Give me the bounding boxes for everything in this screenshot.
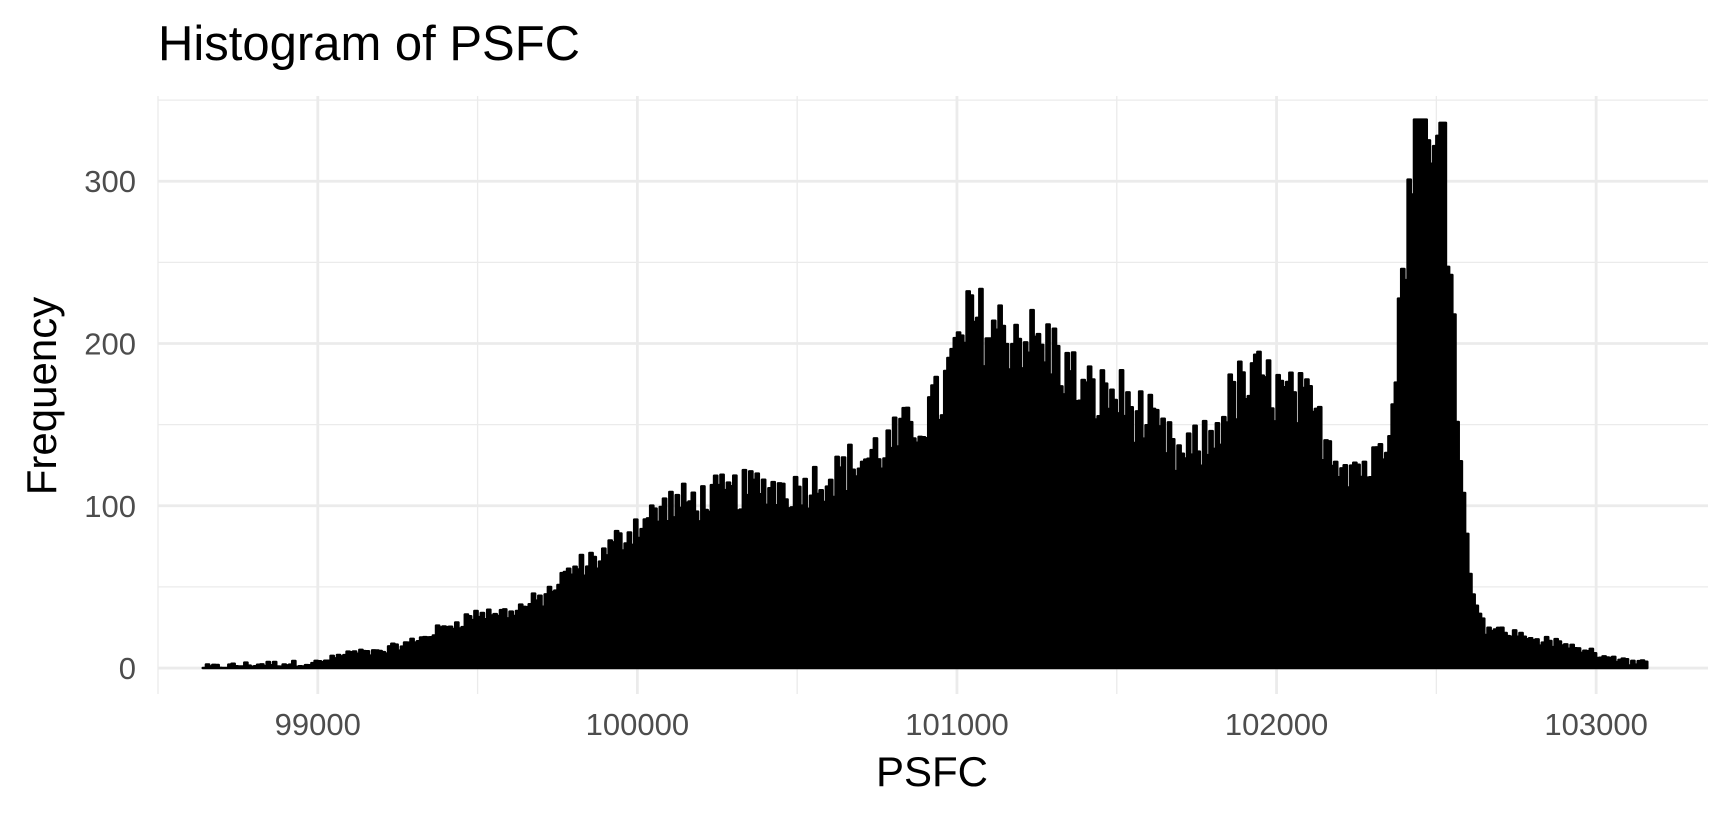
x-axis-ticks: 99000 100000 101000 102000 103000 bbox=[275, 707, 1648, 742]
x-tick-label: 103000 bbox=[1544, 707, 1647, 742]
chart-title: Histogram of PSFC bbox=[158, 17, 580, 71]
y-tick-label: 100 bbox=[84, 489, 136, 524]
histogram-bars bbox=[201, 118, 1649, 670]
y-axis-title: Frequency bbox=[18, 297, 65, 495]
histogram-bins bbox=[201, 118, 1649, 670]
x-tick-label: 100000 bbox=[586, 707, 689, 742]
x-tick-label: 101000 bbox=[905, 707, 1008, 742]
x-axis-title: PSFC bbox=[876, 748, 988, 795]
y-tick-label: 0 bbox=[119, 651, 136, 686]
y-axis-ticks: 0 100 200 300 bbox=[84, 164, 136, 686]
y-tick-label: 300 bbox=[84, 164, 136, 199]
y-tick-label: 200 bbox=[84, 327, 136, 362]
x-tick-label: 99000 bbox=[275, 707, 361, 742]
x-tick-label: 102000 bbox=[1225, 707, 1328, 742]
